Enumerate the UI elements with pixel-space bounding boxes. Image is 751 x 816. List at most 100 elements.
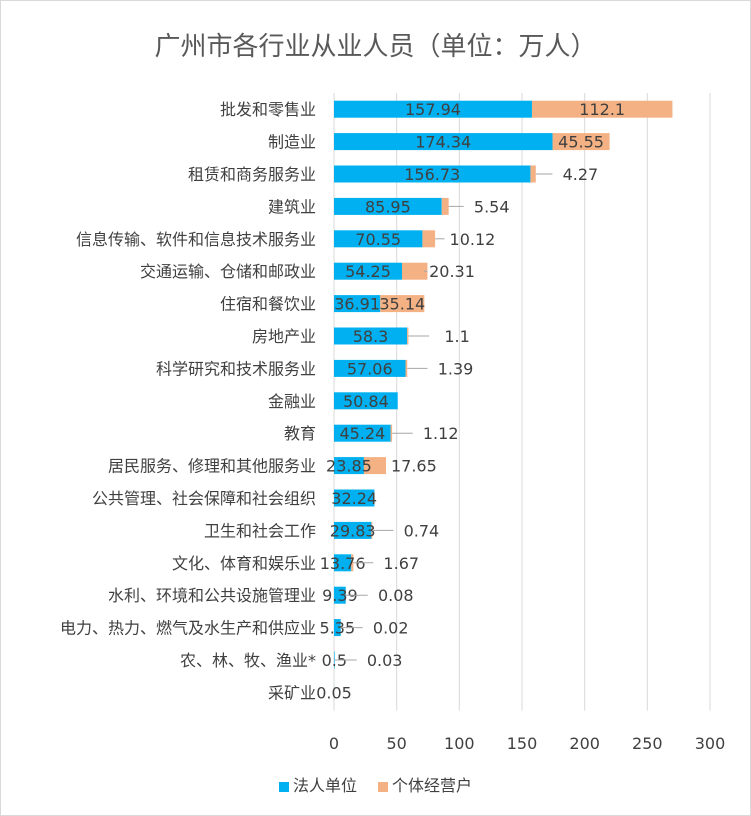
bar-series-0 (334, 133, 553, 151)
data-label-series-1: 4.27 (563, 165, 599, 184)
legend-item-series-1: 个体经营户 (378, 772, 472, 796)
category-label: 教育 (284, 424, 316, 443)
data-label-series-0: 156.73 (404, 165, 460, 184)
bar-series-1 (422, 230, 436, 248)
category-label: 租赁和商务服务业 (188, 165, 316, 184)
bar-series-0 (334, 554, 352, 572)
x-tick-label: 0 (329, 734, 339, 753)
x-tick-label: 150 (507, 734, 538, 753)
category-label: 科学研究和技术服务业 (156, 359, 316, 378)
bar-series-0 (334, 457, 364, 475)
data-label-series-0: 32.24 (331, 489, 377, 508)
category-label: 批发和零售业 (220, 100, 316, 119)
bar-series-1 (407, 327, 409, 345)
category-label: 卫生和社会工作 (204, 521, 316, 540)
data-label-series-0: 36.91 (334, 295, 380, 314)
bar-series-1 (371, 521, 373, 539)
bar-series-1 (401, 262, 428, 280)
legend-swatch (278, 781, 289, 792)
category-label: 文化、体育和娱乐业 (172, 554, 316, 573)
data-label-series-0: 54.25 (345, 262, 391, 281)
data-label-series-1: 10.12 (450, 230, 496, 249)
data-label-series-1: 0.08 (378, 586, 414, 605)
category-label: 制造业 (268, 133, 316, 152)
bar-series-0 (334, 295, 381, 313)
x-tick-label: 250 (632, 734, 663, 753)
legend-label: 个体经营户 (392, 776, 473, 795)
bar-series-0 (334, 586, 346, 604)
bar-series-0 (334, 619, 341, 637)
data-label-series-1: 0.03 (367, 651, 403, 670)
bar-series-1 (363, 457, 387, 475)
category-label: 信息传输、软件和信息技术服务业 (76, 230, 316, 249)
bar-series-0 (334, 230, 423, 248)
data-label-series-1: 45.55 (558, 133, 604, 152)
bar-series-1 (405, 359, 408, 377)
category-label: 农、林、牧、渔业* (180, 651, 316, 670)
x-tick-label: 200 (569, 734, 600, 753)
x-tick-label: 50 (386, 734, 406, 753)
data-label-series-0: 9.39 (322, 586, 358, 605)
category-label: 交通运输、仓储和邮政业 (140, 262, 316, 281)
data-label-series-1: 1.67 (383, 554, 419, 573)
data-label-series-0: 50.84 (343, 392, 389, 411)
data-label-series-0: 45.24 (339, 424, 385, 443)
category-label: 水利、环境和公共设施管理业 (108, 586, 316, 605)
bar-series-1 (441, 197, 449, 215)
data-label-series-0: 29.83 (330, 521, 376, 540)
data-label-series-0: 85.95 (365, 197, 411, 216)
bar-series-0 (334, 489, 375, 507)
data-label-series-0: 0.05 (316, 683, 352, 702)
data-label-series-1: 5.54 (474, 197, 510, 216)
legend-item-series-0: 法人单位 (278, 772, 357, 796)
bar-series-1 (530, 165, 536, 183)
bar-series-1 (390, 424, 393, 442)
category-label: 建筑业 (268, 197, 316, 216)
legend-label: 法人单位 (292, 776, 357, 795)
bar-series-0 (334, 197, 442, 215)
category-label: 公共管理、社会保障和社会组织 (92, 489, 316, 508)
category-label: 金融业 (268, 392, 316, 411)
data-label-series-0: 157.94 (405, 100, 461, 119)
data-label-series-1: 35.14 (379, 295, 425, 314)
data-label-series-0: 5.35 (320, 619, 356, 638)
data-label-series-1: 1.39 (438, 359, 474, 378)
data-label-series-1: 0.02 (373, 619, 409, 638)
data-label-series-0: 0.5 (322, 651, 347, 670)
data-label-series-0: 174.34 (415, 133, 471, 152)
bar-series-0 (334, 165, 531, 183)
bar-series-0 (334, 521, 372, 539)
bar-series-1 (351, 554, 354, 572)
data-label-series-1: 112.1 (579, 100, 625, 119)
bar-series-0 (334, 262, 402, 280)
x-tick-label: 300 (695, 734, 726, 753)
data-label-series-0: 57.06 (347, 359, 393, 378)
category-label: 房地产业 (252, 327, 316, 346)
data-label-series-0: 70.55 (355, 230, 401, 249)
bar-series-0 (334, 392, 398, 410)
category-label: 采矿业 (268, 683, 316, 702)
x-tick-label: 100 (444, 734, 475, 753)
data-label-series-1: 1.12 (423, 424, 459, 443)
category-label: 住宿和餐饮业 (220, 295, 316, 314)
legend-swatch (378, 781, 389, 792)
data-label-series-1: 0.74 (404, 521, 440, 540)
bar-series-0 (334, 424, 391, 442)
bar-series-1 (531, 100, 673, 118)
bar-series-1 (552, 133, 610, 151)
data-label-series-0: 58.3 (353, 327, 389, 346)
data-label-series-1: 1.1 (444, 327, 469, 346)
bar-series-1 (380, 295, 425, 313)
bar-series-0 (334, 327, 408, 345)
data-label-series-0: 13.76 (320, 554, 366, 573)
bar-series-0 (334, 651, 335, 669)
category-label: 居民服务、修理和其他服务业 (108, 457, 316, 476)
data-label-series-1: 17.65 (391, 457, 437, 476)
category-label: 电力、热力、燃气及水生产和供应业 (60, 619, 316, 638)
data-label-series-0: 23.85 (326, 457, 372, 476)
legend: 法人单位 个体经营户 (0, 772, 751, 796)
chart-title: 广州市各行业从业人员（单位：万人） (154, 32, 597, 62)
bar-series-0 (334, 100, 532, 118)
bar-series-0 (334, 359, 406, 377)
